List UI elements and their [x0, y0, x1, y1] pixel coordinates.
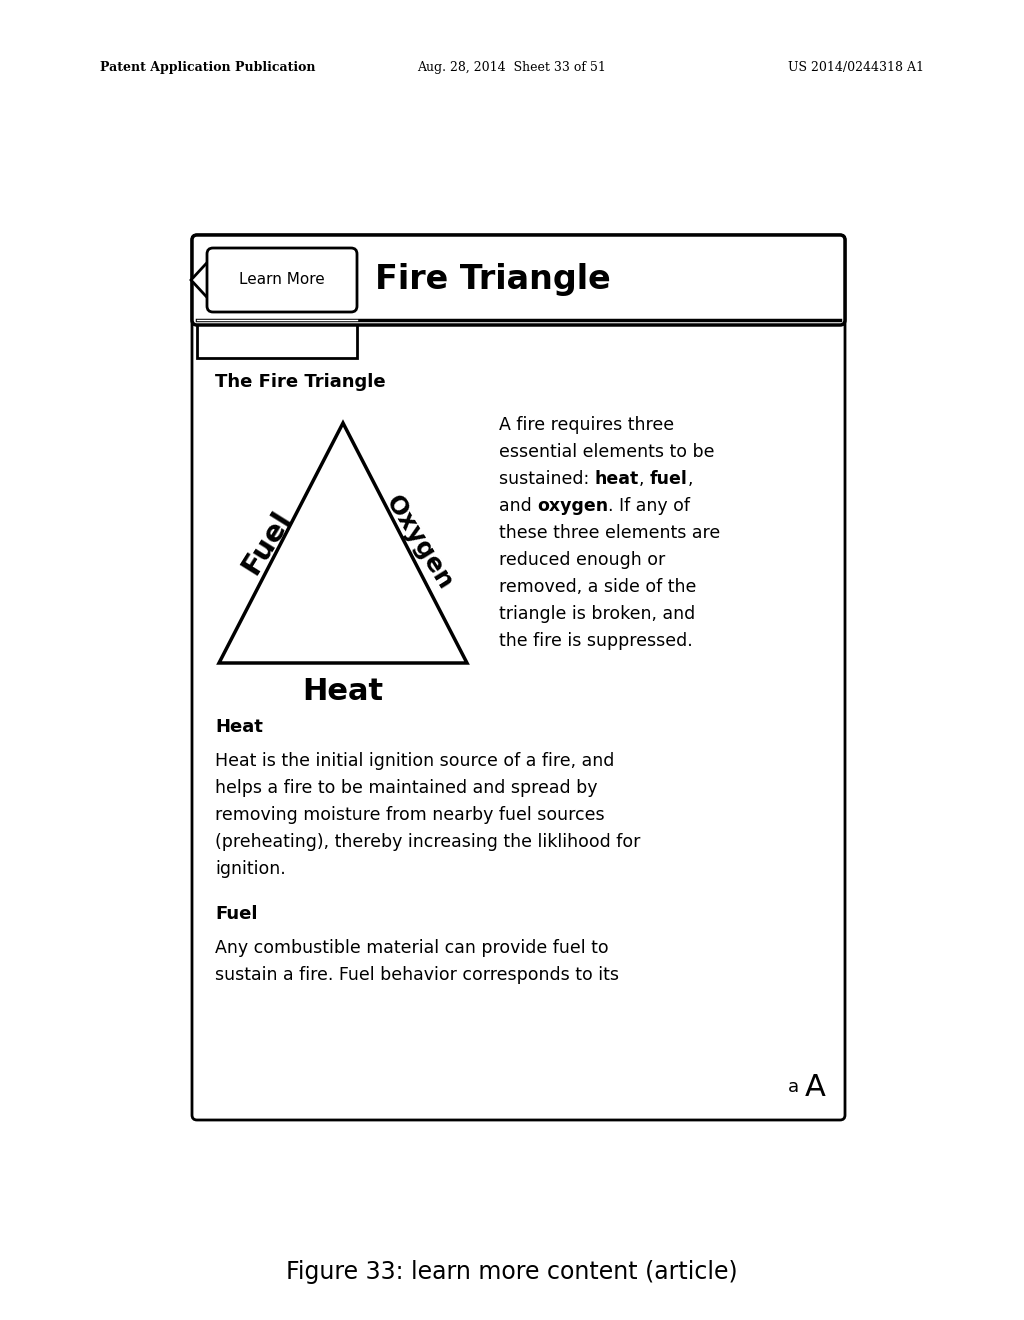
Text: A fire requires three: A fire requires three — [499, 416, 674, 434]
Text: oxygen: oxygen — [538, 498, 608, 515]
FancyBboxPatch shape — [193, 235, 845, 325]
Text: reduced enough or: reduced enough or — [499, 550, 666, 569]
Text: Fuel: Fuel — [237, 507, 297, 579]
Text: essential elements to be: essential elements to be — [499, 444, 715, 461]
Text: sustain a fire. Fuel behavior corresponds to its: sustain a fire. Fuel behavior correspond… — [215, 966, 618, 983]
Text: Fire Triangle: Fire Triangle — [375, 264, 610, 297]
Text: Fuel: Fuel — [215, 906, 257, 923]
Text: Oxygen: Oxygen — [381, 491, 458, 594]
Text: US 2014/0244318 A1: US 2014/0244318 A1 — [788, 62, 924, 74]
Text: removed, a side of the: removed, a side of the — [499, 578, 696, 597]
Polygon shape — [219, 422, 467, 663]
Text: The Fire Triangle: The Fire Triangle — [215, 374, 386, 391]
Bar — [200, 1045, 837, 1080]
Text: A: A — [805, 1072, 826, 1101]
FancyBboxPatch shape — [207, 248, 357, 312]
Text: fuel: fuel — [650, 470, 688, 488]
Text: Figure 33: learn more content (article): Figure 33: learn more content (article) — [286, 1261, 738, 1284]
Text: ,: , — [688, 470, 693, 488]
Text: heat: heat — [595, 470, 639, 488]
Text: sustained:: sustained: — [499, 470, 595, 488]
Text: Heat: Heat — [215, 718, 263, 737]
Text: Aug. 28, 2014  Sheet 33 of 51: Aug. 28, 2014 Sheet 33 of 51 — [418, 62, 606, 74]
Text: Heat: Heat — [302, 677, 384, 706]
Text: Heat is the initial ignition source of a fire, and: Heat is the initial ignition source of a… — [215, 752, 614, 770]
Text: these three elements are: these three elements are — [499, 524, 720, 543]
Text: ignition.: ignition. — [215, 861, 286, 878]
Text: Patent Application Publication: Patent Application Publication — [100, 62, 315, 74]
Text: (preheating), thereby increasing the liklihood for: (preheating), thereby increasing the lik… — [215, 833, 640, 851]
Polygon shape — [191, 253, 215, 306]
Text: the fire is suppressed.: the fire is suppressed. — [499, 632, 693, 649]
Text: ,: , — [639, 470, 650, 488]
Text: helps a fire to be maintained and spread by: helps a fire to be maintained and spread… — [215, 779, 597, 797]
Text: removing moisture from nearby fuel sources: removing moisture from nearby fuel sourc… — [215, 807, 604, 824]
Text: . If any of: . If any of — [608, 498, 690, 515]
Text: triangle is broken, and: triangle is broken, and — [499, 605, 695, 623]
FancyBboxPatch shape — [193, 235, 845, 1119]
Text: and: and — [499, 498, 538, 515]
Text: Learn More: Learn More — [240, 272, 325, 288]
Text: Any combustible material can provide fuel to: Any combustible material can provide fue… — [215, 939, 608, 957]
FancyBboxPatch shape — [197, 319, 357, 358]
Text: a: a — [788, 1078, 799, 1096]
